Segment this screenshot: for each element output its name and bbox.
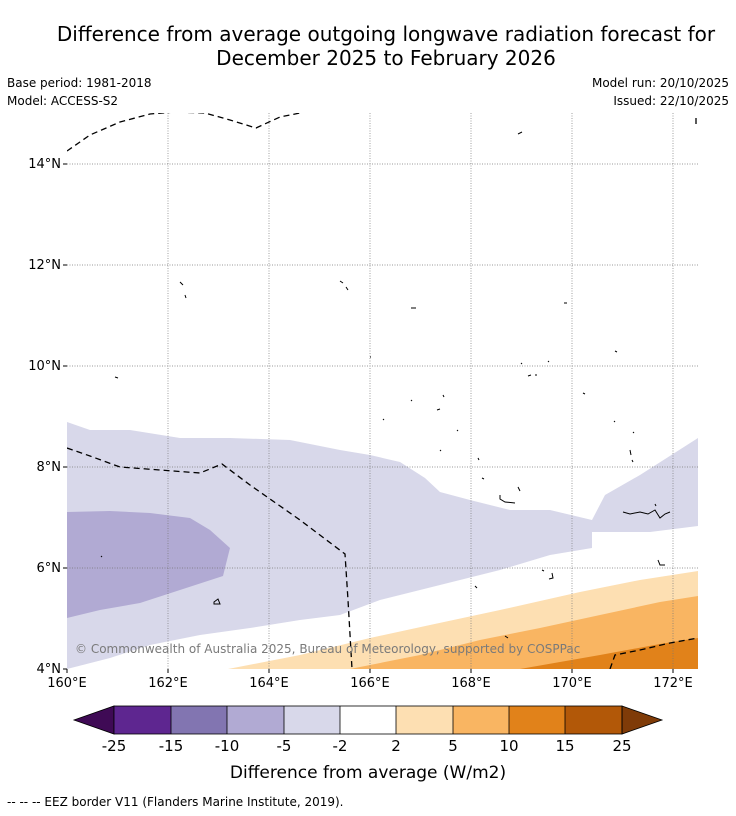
- lat-label-8n: 8°N: [37, 460, 62, 475]
- colorbar-tick: 10: [499, 737, 518, 755]
- island: [622, 509, 671, 519]
- eez-borders: [67, 113, 698, 669]
- colorbar-tick: -15: [159, 737, 184, 755]
- island: [370, 350, 618, 358]
- colorbar-segment: [171, 706, 227, 734]
- colorbar-tick: -25: [102, 737, 127, 755]
- colorbar-tick: -2: [333, 737, 348, 755]
- island: [474, 585, 509, 639]
- copyright-notice: © Commonwealth of Australia 2025, Bureau…: [75, 642, 580, 656]
- base-period: Base period: 1981-2018: [7, 76, 152, 90]
- lon-label-166e: 166°E: [350, 676, 390, 691]
- colorbar-segment: [340, 706, 396, 734]
- island: [439, 431, 635, 463]
- lat-label-4n: 4°N: [37, 662, 62, 677]
- lon-label-172e: 172°E: [653, 676, 693, 691]
- colorbar-tick: 15: [555, 737, 574, 755]
- lat-label-10n: 10°N: [28, 359, 61, 374]
- island: [339, 280, 349, 291]
- latitude-labels: 4°N 6°N 8°N 10°N 12°N 14°N: [28, 157, 61, 677]
- colorbar-segment: [565, 706, 622, 734]
- lon-label-168e: 168°E: [451, 676, 491, 691]
- island: [382, 392, 616, 432]
- eez-border-southeast: [609, 637, 698, 669]
- eez-border-central: [67, 447, 353, 669]
- axis-ticks: [63, 163, 674, 673]
- title-line-2: December 2025 to February 2026: [216, 46, 556, 70]
- colorbar-label: Difference from average (W/m2): [230, 763, 506, 783]
- island: [179, 281, 187, 299]
- island: [213, 598, 221, 605]
- issued-date: Issued: 22/10/2025: [613, 94, 729, 108]
- colorbar-extend-low: [72, 705, 115, 735]
- anomaly-region-neg5-neg2: [67, 422, 698, 669]
- colorbar-tick: 5: [448, 737, 458, 755]
- meta-right: Model run: 20/10/2025 Issued: 22/10/2025: [592, 74, 729, 110]
- colorbar-tick: -5: [277, 737, 292, 755]
- islands: [100, 131, 671, 639]
- anomaly-region-neg10-neg5: [67, 511, 230, 618]
- longitude-labels: 160°E 162°E 164°E 166°E 168°E 170°E 172°…: [47, 676, 693, 691]
- model-run: Model run: 20/10/2025: [591, 76, 729, 90]
- colorbar-segment: [114, 706, 171, 734]
- colorbar-ticks: -25 -15 -10 -5 -2 2 5 10 15 25: [102, 737, 632, 755]
- anomaly-region-10-15: [520, 638, 698, 669]
- meta-left: Base period: 1981-2018 Model: ACCESS-S2: [7, 74, 152, 110]
- island: [654, 503, 665, 566]
- lat-label-14n: 14°N: [28, 157, 61, 172]
- map-title: Difference from average outgoing longwav…: [0, 22, 736, 70]
- lon-label-170e: 170°E: [552, 676, 592, 691]
- island: [410, 394, 445, 411]
- lon-label-162e: 162°E: [148, 676, 188, 691]
- eez-border-north: [67, 113, 301, 152]
- colorbar-tick: 2: [391, 737, 401, 755]
- title-line-1: Difference from average outgoing longwav…: [56, 22, 716, 46]
- colorbar-segment: [396, 706, 453, 734]
- colorbar: -25 -15 -10 -5 -2 2 5 10 15 25 Differenc…: [72, 705, 664, 783]
- lon-label-160e: 160°E: [47, 676, 87, 691]
- island: [100, 555, 554, 580]
- island: [481, 477, 521, 504]
- island: [517, 131, 523, 135]
- anomaly-region-5-10: [350, 596, 698, 669]
- colorbar-tick: -10: [215, 737, 240, 755]
- colorbar-tick: 25: [612, 737, 631, 755]
- model-name: Model: ACCESS-S2: [7, 94, 119, 108]
- island: [114, 376, 119, 379]
- colorbar-segment: [509, 706, 565, 734]
- lon-label-164e: 164°E: [249, 676, 289, 691]
- lat-label-12n: 12°N: [28, 258, 61, 273]
- colorbar-segment: [284, 706, 340, 734]
- colorbar-segment: [453, 706, 509, 734]
- colorbar-extend-high: [621, 705, 664, 735]
- graticule: [67, 113, 698, 669]
- eez-legend: -- -- -- EEZ border V11 (Flanders Marine…: [7, 795, 344, 809]
- island: [520, 360, 550, 377]
- lat-label-6n: 6°N: [37, 561, 62, 576]
- colorbar-segment: [227, 706, 284, 734]
- anomaly-fill: [67, 113, 698, 669]
